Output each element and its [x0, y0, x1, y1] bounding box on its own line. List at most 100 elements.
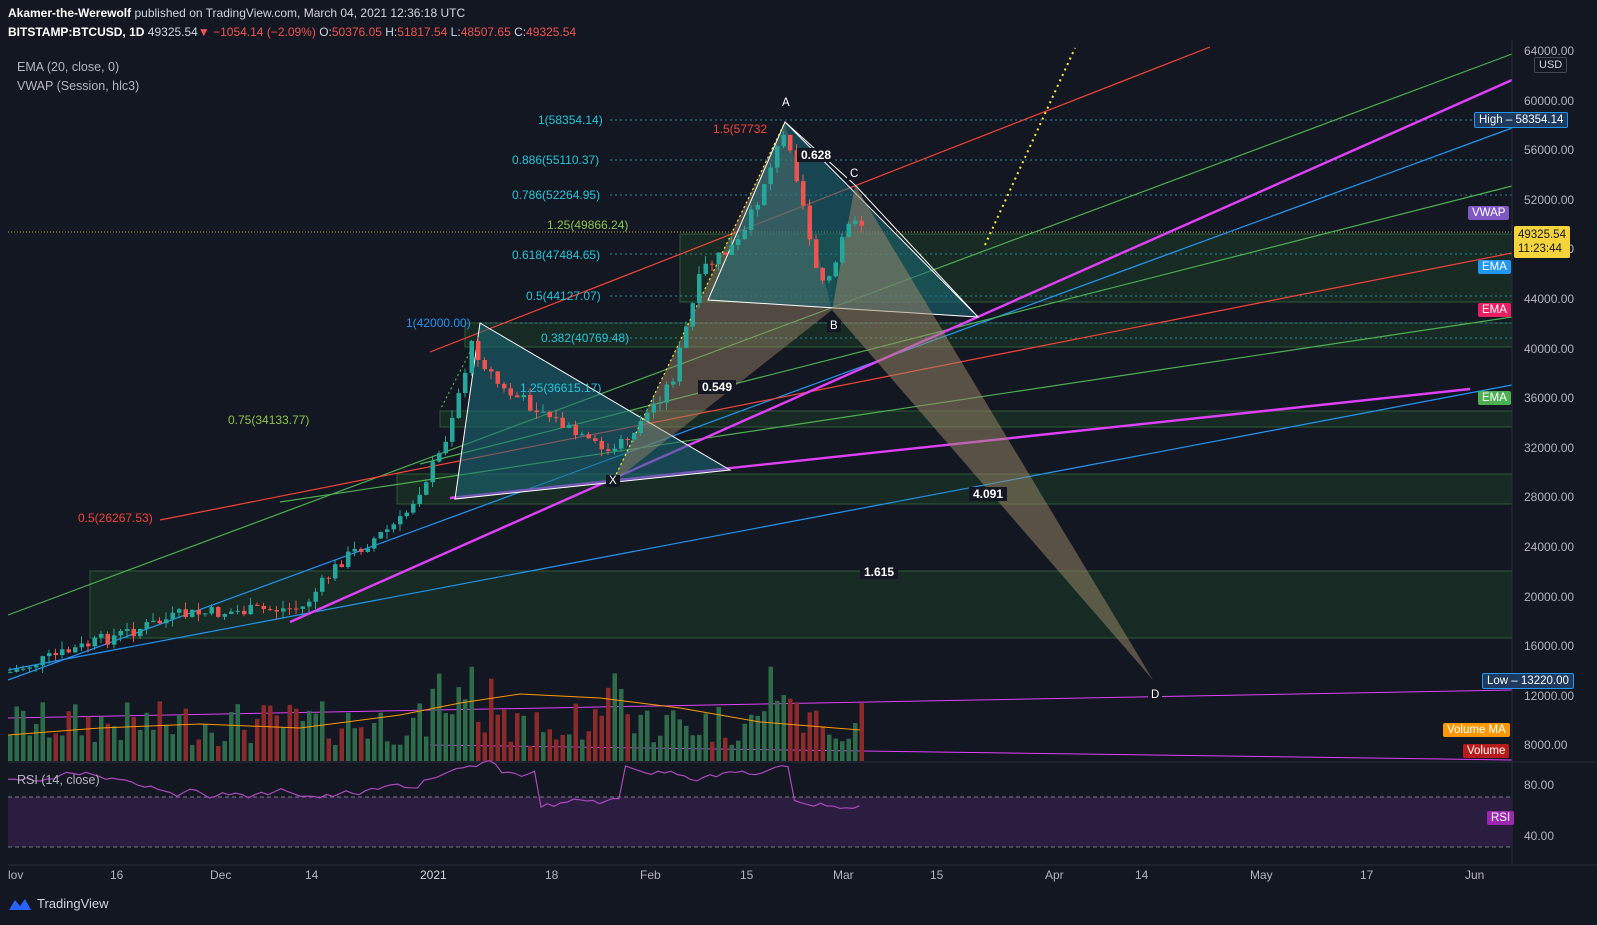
- candle-body: [378, 531, 383, 539]
- volume-bar: [430, 688, 435, 761]
- point-d-label: D: [1148, 689, 1163, 701]
- volume-bar: [196, 739, 201, 761]
- time-axis-label: Dec: [210, 868, 232, 882]
- volume-bar: [567, 734, 572, 761]
- fib-label-125: 1.25(49866.24): [547, 218, 629, 232]
- volume-bar: [495, 714, 500, 761]
- candle-body: [729, 244, 734, 255]
- volume-bar: [320, 701, 325, 761]
- c-label: C:: [514, 25, 527, 39]
- candle-body: [853, 220, 858, 224]
- candle-body: [203, 613, 208, 615]
- volume-bar: [346, 712, 351, 761]
- candle-body: [99, 634, 104, 638]
- volume-bar: [151, 729, 156, 761]
- low-tag: Low – 13220.00: [1482, 673, 1574, 689]
- candle-body: [86, 643, 91, 647]
- volume-bar: [372, 723, 377, 761]
- ema-indicator-legend[interactable]: EMA (20, close, 0): [17, 60, 120, 74]
- volume-bar: [385, 741, 390, 761]
- candle-body: [521, 394, 526, 398]
- candle-body: [827, 276, 832, 281]
- candle-body: [560, 417, 565, 428]
- volume-bar: [112, 726, 117, 761]
- candle-body: [528, 394, 533, 411]
- ratio-0549: 0.549: [698, 380, 737, 394]
- candle-body: [554, 417, 559, 419]
- time-axis-label: 16: [110, 868, 124, 882]
- volume-bar: [99, 716, 104, 761]
- volume-bar: [248, 742, 253, 761]
- time-axis-label: Jun: [1465, 868, 1485, 882]
- candle-body: [372, 538, 377, 549]
- candle-body: [794, 150, 799, 182]
- volume-ma-tag: Volume MA: [1443, 723, 1510, 737]
- last-price-tag: 49325.54 11:23:44: [1514, 226, 1570, 258]
- vwap-indicator-legend[interactable]: VWAP (Session, hlc3): [17, 79, 140, 93]
- volume-ma-line: [7, 693, 861, 736]
- price-axis-label: 8000.00: [1524, 738, 1568, 753]
- volume-bar: [736, 740, 741, 761]
- volume-bar: [528, 745, 533, 761]
- volume-bar: [417, 703, 422, 761]
- currency-button[interactable]: USD: [1534, 57, 1568, 73]
- price-axis-label: 40000.00: [1524, 341, 1575, 356]
- tradingview-brand[interactable]: TradingView: [8, 896, 109, 911]
- volume-bar: [846, 738, 851, 761]
- volume-bar: [599, 715, 604, 761]
- publish-info: Akamer-the-Werewolf published on Trading…: [8, 6, 465, 20]
- volume-bar: [547, 729, 552, 761]
- volume-bar: [710, 741, 715, 761]
- price-axis-label: 20000.00: [1524, 589, 1575, 604]
- volume-bar: [788, 698, 793, 761]
- o-value: 50376.05: [331, 25, 382, 39]
- candle-body: [183, 609, 188, 618]
- volume-bar: [183, 708, 188, 761]
- candle-body: [196, 609, 201, 615]
- candle-body: [476, 340, 481, 360]
- volume-bar: [703, 713, 708, 761]
- volume-bar: [814, 710, 819, 761]
- trend-lines: [7, 46, 1513, 761]
- o-label: O:: [319, 25, 332, 39]
- candle-body: [313, 591, 318, 602]
- candle-body: [859, 220, 864, 226]
- volume-bar: [105, 723, 110, 761]
- volume-bar: [450, 714, 455, 761]
- candle-body: [151, 620, 156, 623]
- volume-bar: [14, 706, 19, 761]
- candle-body: [820, 267, 825, 281]
- volume-bar: [261, 705, 266, 761]
- volume-bar: [508, 741, 513, 761]
- symbol-name[interactable]: BITSTAMP:BTCUSD, 1D: [8, 25, 145, 39]
- volume-bar: [859, 703, 864, 761]
- time-axis-label: Feb: [640, 868, 661, 882]
- candle-body: [762, 184, 767, 205]
- publisher-name[interactable]: Akamer-the-Werewolf: [8, 6, 132, 20]
- candle-body: [463, 372, 468, 394]
- down-arrow-icon: ▼: [197, 25, 210, 39]
- candle-body: [281, 608, 286, 612]
- candle-body: [255, 604, 260, 606]
- volume-bar: [398, 744, 403, 761]
- rsi-axis-80: 80.00: [1524, 778, 1555, 792]
- price-candles: [8, 131, 864, 673]
- volume-bar: [742, 723, 747, 761]
- candle-body: [788, 134, 793, 151]
- volume-bar: [66, 711, 71, 761]
- volume-bar: [177, 714, 182, 761]
- last-price-value: 49325.54: [1518, 229, 1566, 241]
- volume-bar: [365, 738, 370, 761]
- volume-bar: [352, 728, 357, 761]
- fib-label-1-top: 1(58354.14): [538, 113, 603, 127]
- rsi-indicator-legend[interactable]: RSI (14, close): [17, 773, 100, 787]
- candle-body: [612, 448, 617, 452]
- candle-body: [333, 564, 338, 579]
- candle-body: [658, 402, 663, 404]
- volume-bar: [411, 717, 416, 761]
- candle-body: [593, 438, 598, 441]
- candle-body: [79, 643, 84, 648]
- candle-body: [599, 440, 604, 450]
- volume-bar: [853, 723, 858, 761]
